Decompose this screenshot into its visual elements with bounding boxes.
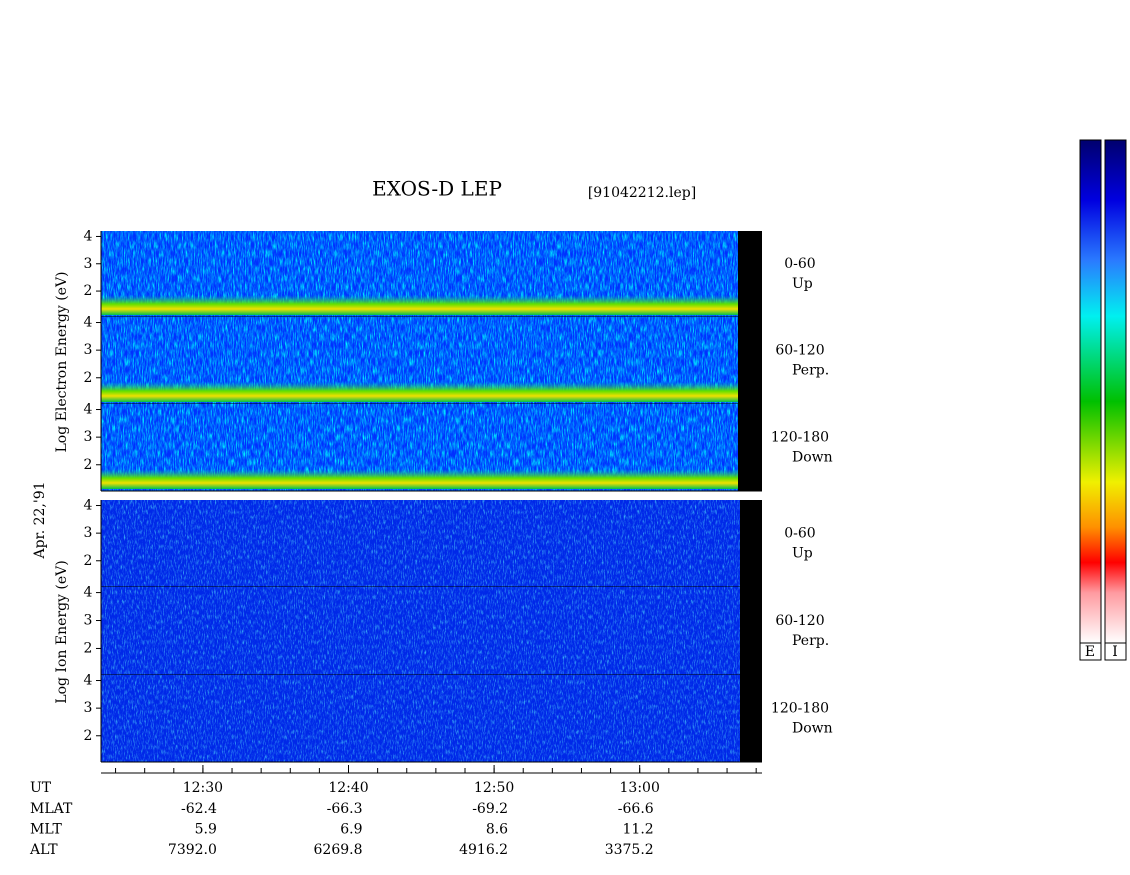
ephemeris-value: 11.2 xyxy=(623,822,654,838)
colorbar-label: I xyxy=(1112,644,1118,660)
ephemeris-value: 7392.0 xyxy=(168,842,217,858)
spectrogram-texture xyxy=(101,587,740,675)
ephemeris-value: -66.6 xyxy=(618,801,654,817)
y-tick-label: 4 xyxy=(84,402,93,418)
y-tick-label: 3 xyxy=(84,700,93,716)
pitch-label: 0-60 xyxy=(784,256,815,272)
data-gap xyxy=(738,231,762,317)
x-tick-label: 12:40 xyxy=(328,780,368,796)
colorbar-label-box xyxy=(1079,642,1102,661)
row-label: MLAT xyxy=(30,801,73,817)
colorbar xyxy=(1104,139,1127,644)
x-tick-label: 12:30 xyxy=(183,780,223,796)
y-tick-label: 4 xyxy=(84,315,93,331)
y-tick-label: 4 xyxy=(84,585,93,601)
y-tick-label: 4 xyxy=(84,228,93,244)
data-gap xyxy=(738,317,762,404)
ephemeris-value: 6.9 xyxy=(340,822,362,838)
y-tick-label: 3 xyxy=(84,342,93,358)
x-tick-label: 13:00 xyxy=(620,780,660,796)
ephemeris-value: 4916.2 xyxy=(459,842,508,858)
date-label: Apr. 22,'91 xyxy=(32,481,48,559)
ephemeris-value: -69.2 xyxy=(472,801,508,817)
pitch-label: 120-180 xyxy=(771,701,829,717)
y-tick-label: 2 xyxy=(84,728,93,744)
colorbar xyxy=(1079,139,1102,644)
direction-label: Up xyxy=(792,546,813,562)
x-tick-label: 12:50 xyxy=(474,780,514,796)
ion-axis-label: Log Ion Energy (eV) xyxy=(54,560,70,703)
ephemeris-value: 6269.8 xyxy=(314,842,363,858)
pitch-label: 0-60 xyxy=(784,526,815,542)
electron-axis-label: Log Electron Energy (eV) xyxy=(54,271,70,452)
pitch-label: 60-120 xyxy=(775,343,824,359)
data-gap xyxy=(740,675,762,762)
y-tick-label: 3 xyxy=(84,256,93,272)
colorbar-label: E xyxy=(1085,644,1095,660)
direction-label: Down xyxy=(792,450,833,466)
file-name: [91042212.lep] xyxy=(588,185,696,201)
y-tick-label: 2 xyxy=(84,640,93,656)
direction-label: Perp. xyxy=(792,363,829,379)
data-gap xyxy=(740,500,762,587)
title: EXOS-D LEP xyxy=(372,177,502,201)
ephemeris-value: 5.9 xyxy=(195,822,217,838)
ephemeris-value: 8.6 xyxy=(486,822,508,838)
spectrogram-texture xyxy=(101,500,740,587)
y-tick-label: 3 xyxy=(84,613,93,629)
spectrogram-texture xyxy=(101,675,740,762)
row-label: UT xyxy=(30,780,52,796)
row-label: ALT xyxy=(29,842,58,858)
ephemeris-value: 3375.2 xyxy=(605,842,654,858)
pitch-label: 120-180 xyxy=(771,430,829,446)
direction-label: Perp. xyxy=(792,633,829,649)
ephemeris-value: -62.4 xyxy=(181,801,217,817)
spectrogram-band xyxy=(101,295,738,315)
data-gap xyxy=(740,587,762,675)
ephemeris-value: -66.3 xyxy=(327,801,363,817)
direction-label: Down xyxy=(792,721,833,737)
y-tick-label: 2 xyxy=(84,457,93,473)
y-tick-label: 3 xyxy=(84,525,93,541)
pitch-label: 60-120 xyxy=(775,613,824,629)
data-gap xyxy=(738,404,762,491)
spectrogram-band xyxy=(101,469,738,489)
y-tick-label: 2 xyxy=(84,553,93,569)
y-tick-label: 4 xyxy=(84,498,93,514)
row-label: MLT xyxy=(30,822,62,838)
y-tick-label: 2 xyxy=(84,283,93,299)
y-tick-label: 3 xyxy=(84,429,93,445)
colorbar-label-box xyxy=(1104,642,1127,661)
direction-label: Up xyxy=(792,276,813,292)
spectrogram-band xyxy=(101,382,738,402)
y-tick-label: 2 xyxy=(84,370,93,386)
y-tick-label: 4 xyxy=(84,673,93,689)
